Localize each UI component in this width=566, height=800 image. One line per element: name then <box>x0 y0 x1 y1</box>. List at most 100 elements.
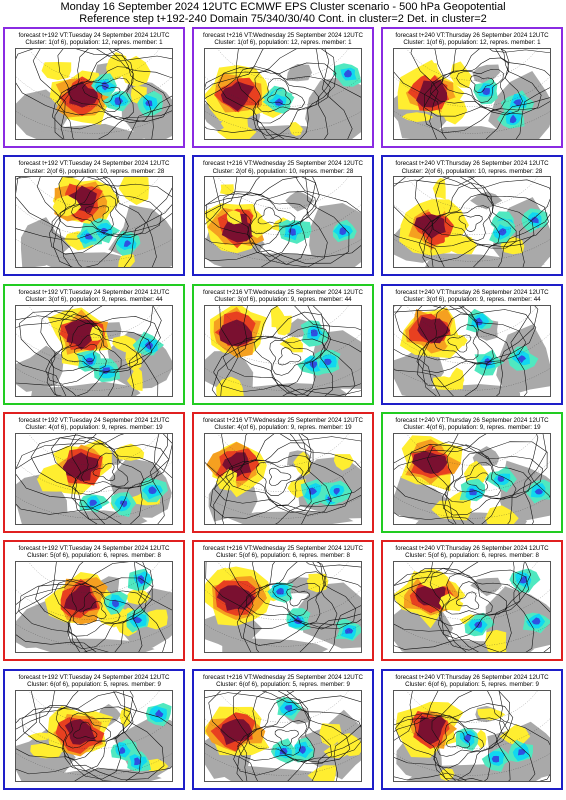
map-canvas <box>16 690 172 781</box>
panel-title: forecast t+240 VT:Thursday 26 September … <box>383 417 561 431</box>
panel-title: forecast t+192 VT:Tuesday 24 September 2… <box>5 32 183 46</box>
geopotential-map <box>204 48 362 140</box>
map-canvas <box>16 433 172 524</box>
geopotential-contours <box>16 690 172 781</box>
map-canvas <box>394 305 550 396</box>
geopotential-contours <box>394 49 550 139</box>
geopotential-contours <box>394 690 550 781</box>
panel-forecast-time: forecast t+216 VT:Wednesday 25 September… <box>203 416 363 424</box>
map-canvas <box>394 49 550 139</box>
cluster-map-panel: forecast t+192 VT:Tuesday 24 September 2… <box>3 411 185 533</box>
map-canvas <box>205 562 361 653</box>
geopotential-contours <box>16 433 172 524</box>
geopotential-map <box>204 432 362 525</box>
geopotential-map <box>204 689 362 782</box>
panel-forecast-time: forecast t+216 VT:Wednesday 25 September… <box>203 673 363 681</box>
map-canvas <box>205 690 361 781</box>
map-canvas <box>205 433 361 524</box>
cluster-map-panel: forecast t+216 VT:Wednesday 25 September… <box>192 283 374 405</box>
graticule <box>205 562 361 647</box>
geopotential-contours <box>211 305 361 396</box>
cluster-map-panel: forecast t+240 VT:Thursday 26 September … <box>381 283 563 405</box>
geopotential-map <box>15 176 173 269</box>
map-canvas <box>16 305 172 396</box>
panel-forecast-time: forecast t+192 VT:Tuesday 24 September 2… <box>18 416 170 424</box>
geopotential-map <box>15 304 173 397</box>
graticule <box>205 433 361 519</box>
panel-title: forecast t+216 VT:Wednesday 25 September… <box>194 32 372 46</box>
graticule <box>205 177 361 262</box>
geopotential-contours <box>394 562 550 653</box>
panel-title: forecast t+216 VT:Wednesday 25 September… <box>194 160 372 174</box>
geopotential-contours <box>205 49 361 139</box>
map-canvas <box>205 177 361 268</box>
cluster-map-panel: forecast t+240 VT:Thursday 26 September … <box>381 668 563 790</box>
panel-forecast-time: forecast t+216 VT:Wednesday 25 September… <box>203 32 363 39</box>
panel-forecast-time: forecast t+216 VT:Wednesday 25 September… <box>203 160 363 168</box>
panel-forecast-time: forecast t+192 VT:Tuesday 24 September 2… <box>18 673 170 681</box>
geopotential-map <box>393 432 551 525</box>
geopotential-contours <box>205 177 361 268</box>
map-canvas <box>394 690 550 781</box>
graticule <box>16 49 172 134</box>
panel-title: forecast t+192 VT:Tuesday 24 September 2… <box>5 160 183 174</box>
panel-cluster-info: Cluster: 6(of 6), population: 5, repres.… <box>405 680 539 688</box>
graticule <box>16 177 172 262</box>
panel-cluster-info: Cluster: 1(of 6), population: 12, repres… <box>25 39 163 47</box>
panel-title: forecast t+240 VT:Thursday 26 September … <box>383 160 561 174</box>
geopotential-map <box>393 304 551 397</box>
anomaly-shading <box>36 439 168 517</box>
panel-cluster-info: Cluster: 3(of 6), population: 9, repres.… <box>403 295 541 303</box>
panel-forecast-time: forecast t+192 VT:Tuesday 24 September 2… <box>18 545 170 553</box>
graticule <box>394 305 550 391</box>
cluster-map-panel: forecast t+192 VT:Tuesday 24 September 2… <box>3 283 185 405</box>
graticule <box>394 562 550 647</box>
panel-title: forecast t+240 VT:Thursday 26 September … <box>383 289 561 303</box>
cluster-map-panel: forecast t+240 VT:Thursday 26 September … <box>381 155 563 277</box>
geopotential-contours <box>205 690 361 781</box>
graticule <box>394 177 550 262</box>
geopotential-contours <box>16 305 162 396</box>
panel-forecast-time: forecast t+192 VT:Tuesday 24 September 2… <box>18 288 170 296</box>
geopotential-map <box>393 561 551 654</box>
geopotential-contours <box>394 433 550 524</box>
graticule <box>394 49 550 134</box>
cluster-map-panel: forecast t+240 VT:Thursday 26 September … <box>381 27 563 148</box>
cluster-panel-grid: forecast t+192 VT:Tuesday 24 September 2… <box>3 27 563 796</box>
map-canvas <box>205 305 361 396</box>
map-canvas <box>16 562 172 653</box>
panel-cluster-info: Cluster: 4(of 6), population: 9, repres.… <box>403 424 541 432</box>
cluster-map-panel: forecast t+192 VT:Tuesday 24 September 2… <box>3 540 185 662</box>
panel-cluster-info: Cluster: 4(of 6), population: 9, repres.… <box>214 424 352 432</box>
panel-forecast-time: forecast t+240 VT:Thursday 26 September … <box>395 288 549 296</box>
panel-cluster-info: Cluster: 3(of 6), population: 9, repres.… <box>214 295 352 303</box>
map-canvas <box>16 177 172 268</box>
anomaly-shading <box>399 178 548 256</box>
cluster-map-panel: forecast t+216 VT:Wednesday 25 September… <box>192 668 374 790</box>
graticule <box>205 690 361 775</box>
anomaly-shading <box>205 184 357 254</box>
panel-title: forecast t+216 VT:Wednesday 25 September… <box>194 545 372 559</box>
panel-forecast-time: forecast t+240 VT:Thursday 26 September … <box>395 416 549 424</box>
geopotential-map <box>15 48 173 140</box>
panel-title: forecast t+192 VT:Tuesday 24 September 2… <box>5 674 183 688</box>
panel-forecast-time: forecast t+240 VT:Thursday 26 September … <box>395 673 549 681</box>
panel-title: forecast t+192 VT:Tuesday 24 September 2… <box>5 545 183 559</box>
geopotential-map <box>204 176 362 269</box>
geopotential-map <box>393 48 551 140</box>
anomaly-shading <box>400 307 539 390</box>
geopotential-contours <box>16 49 172 139</box>
graticule <box>16 562 172 647</box>
map-canvas <box>16 49 172 139</box>
panel-cluster-info: Cluster: 3(of 6), population: 9, repres.… <box>25 295 163 303</box>
geopotential-contours <box>16 177 172 268</box>
panel-cluster-info: Cluster: 6(of 6), population: 5, repres.… <box>216 680 350 688</box>
anomaly-shading <box>400 435 550 524</box>
panel-cluster-info: Cluster: 5(of 6), population: 6, repres.… <box>27 552 161 560</box>
geopotential-map <box>15 689 173 782</box>
geopotential-map <box>15 561 173 654</box>
panel-title: forecast t+192 VT:Tuesday 24 September 2… <box>5 289 183 303</box>
panel-forecast-time: forecast t+240 VT:Thursday 26 September … <box>395 160 549 168</box>
graticule <box>16 690 172 775</box>
panel-title: forecast t+240 VT:Thursday 26 September … <box>383 545 561 559</box>
